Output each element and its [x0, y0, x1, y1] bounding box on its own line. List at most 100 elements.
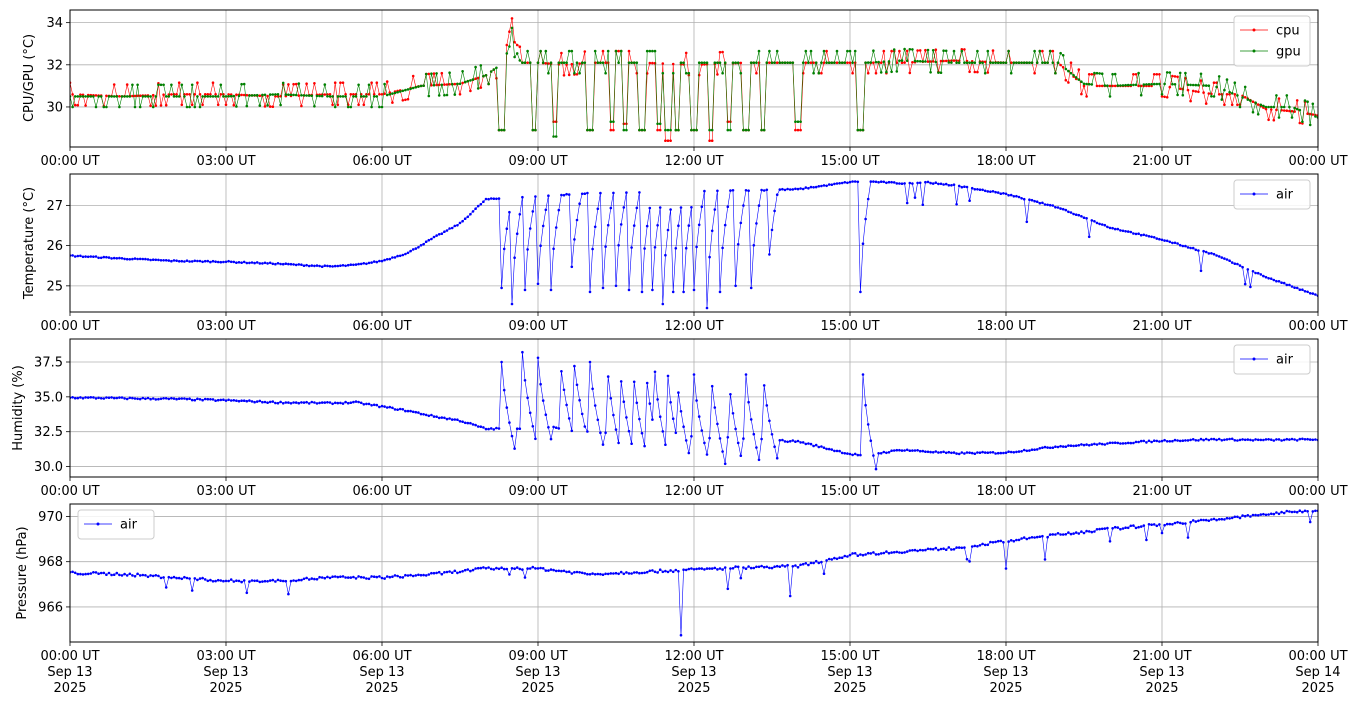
data-point [1035, 535, 1039, 539]
data-point [718, 290, 722, 294]
data-point [287, 93, 290, 96]
data-point [835, 49, 839, 53]
data-point [1163, 523, 1166, 527]
data-point [206, 397, 210, 401]
data-point [125, 397, 129, 401]
data-point [978, 61, 982, 64]
data-point [89, 572, 93, 575]
data-point [947, 184, 951, 187]
data-point [242, 399, 246, 403]
data-point [193, 93, 197, 96]
data-point [79, 95, 82, 98]
data-point [632, 571, 636, 574]
data-point [885, 550, 888, 553]
data-point [391, 256, 394, 259]
data-point [271, 578, 275, 582]
data-point [461, 81, 464, 85]
data-point [575, 61, 579, 64]
data-point [604, 572, 607, 576]
data-point [357, 103, 360, 107]
data-point [794, 187, 797, 191]
data-point [250, 261, 254, 264]
data-point [170, 259, 173, 263]
data-point [835, 557, 839, 561]
data-point [193, 577, 197, 580]
data-point [783, 188, 787, 192]
data-point [994, 540, 997, 544]
data-point [284, 262, 288, 266]
data-point [931, 49, 935, 52]
data-point [435, 234, 438, 237]
data-point [396, 90, 399, 94]
data-point [898, 448, 901, 452]
data-point [466, 79, 470, 83]
data-point [266, 401, 269, 405]
data-point [445, 93, 449, 97]
data-point [822, 61, 826, 64]
data-point [323, 401, 327, 404]
data-point [453, 224, 457, 228]
data-point [1165, 522, 1169, 526]
data-point [227, 95, 230, 98]
data-point [1160, 93, 1164, 96]
data-point [71, 570, 74, 574]
data-point [302, 577, 306, 581]
data-point [851, 453, 854, 457]
data-point [1275, 511, 1278, 514]
data-point [1186, 83, 1190, 87]
data-point [721, 450, 724, 453]
data-point [612, 572, 615, 575]
data-point [258, 94, 262, 97]
data-point [214, 399, 217, 403]
data-point [1210, 437, 1213, 441]
data-point [1012, 61, 1016, 64]
data-point [248, 580, 251, 583]
data-point [1035, 61, 1039, 64]
data-point [500, 286, 503, 290]
data-point [177, 260, 181, 263]
data-point [976, 545, 979, 548]
data-point [1236, 103, 1239, 107]
data-point [926, 180, 930, 184]
data-point [1022, 197, 1026, 201]
data-point [861, 553, 865, 557]
data-point [385, 575, 389, 578]
data-point [258, 399, 262, 403]
data-point [570, 429, 574, 433]
data-point [666, 128, 670, 132]
data-point [1295, 439, 1299, 442]
data-point [796, 439, 800, 443]
data-point [469, 569, 472, 573]
data-point [622, 206, 626, 209]
x-tick-label: 00:00 UT [1288, 484, 1347, 499]
data-point [463, 568, 467, 572]
data-point [934, 546, 938, 550]
data-point [333, 575, 337, 578]
data-point [1038, 49, 1042, 53]
data-point [479, 86, 483, 89]
data-point [263, 105, 267, 108]
data-point [591, 128, 594, 132]
data-point [141, 95, 145, 98]
data-point [560, 51, 563, 55]
data-point [645, 381, 649, 385]
data-point [180, 83, 184, 87]
data-point [1067, 210, 1070, 214]
data-point [921, 203, 925, 206]
data-point [804, 562, 808, 565]
data-point [1126, 526, 1130, 530]
data-point [1230, 437, 1234, 441]
data-point [794, 120, 797, 123]
data-point [183, 575, 186, 579]
data-point [617, 572, 620, 576]
data-point [419, 244, 423, 247]
data-point [508, 573, 511, 576]
data-point [112, 256, 116, 260]
data-point [383, 405, 386, 408]
data-point [138, 105, 142, 109]
data-point [991, 49, 995, 52]
x-tick-label: 00:00 UT [1288, 649, 1347, 664]
data-point [913, 59, 917, 63]
data-point [502, 128, 506, 132]
data-point [666, 374, 670, 378]
